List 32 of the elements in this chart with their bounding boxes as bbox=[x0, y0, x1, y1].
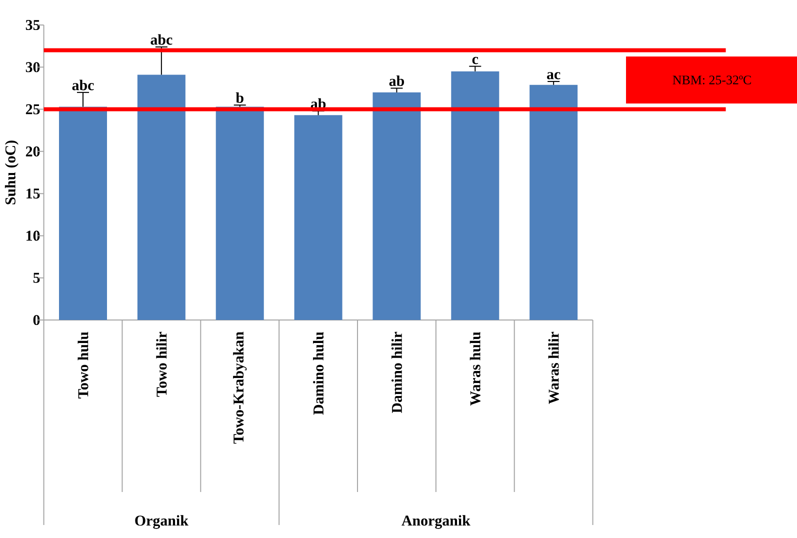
x-tick-label: Towo hulu bbox=[78, 332, 88, 398]
data-label: ac bbox=[547, 72, 560, 80]
y-tick-label: 20 bbox=[26, 146, 40, 156]
data-label: b bbox=[236, 92, 244, 103]
x-tick-label: Damino hulu bbox=[313, 332, 324, 415]
bar bbox=[372, 92, 421, 320]
x-tick-label: Damino hilir bbox=[391, 332, 402, 414]
data-label: ab bbox=[389, 76, 404, 86]
data-label: abc bbox=[150, 34, 172, 45]
y-tick-label: 35 bbox=[26, 20, 40, 30]
bar bbox=[137, 74, 186, 320]
y-tick-label: 5 bbox=[33, 272, 40, 283]
text: Anorganik bbox=[402, 515, 470, 529]
bar bbox=[59, 106, 107, 320]
y-tick-label: 30 bbox=[26, 62, 40, 72]
text: NBM: 25-32ºC bbox=[672, 76, 751, 84]
y-tick-label: 0 bbox=[33, 314, 40, 326]
data-label: abc bbox=[72, 80, 94, 90]
x-tick-label: Towo hilir bbox=[156, 332, 167, 397]
x-tick-label: Towo-Krabyakan bbox=[233, 332, 247, 444]
y-tick-label: 15 bbox=[26, 188, 40, 199]
bar bbox=[451, 71, 500, 320]
bar bbox=[216, 106, 264, 320]
y-tick-label: 25 bbox=[26, 104, 40, 114]
bar bbox=[530, 84, 578, 320]
text: Organik bbox=[135, 515, 188, 529]
y-axis-title: Suhu (oC) bbox=[4, 140, 18, 204]
y-tick-label: 10 bbox=[26, 230, 40, 241]
data-label: c bbox=[472, 56, 478, 64]
bar bbox=[294, 115, 342, 320]
x-tick-label: Waras hilir bbox=[548, 332, 559, 404]
x-tick-label: Waras hulu bbox=[470, 332, 480, 406]
